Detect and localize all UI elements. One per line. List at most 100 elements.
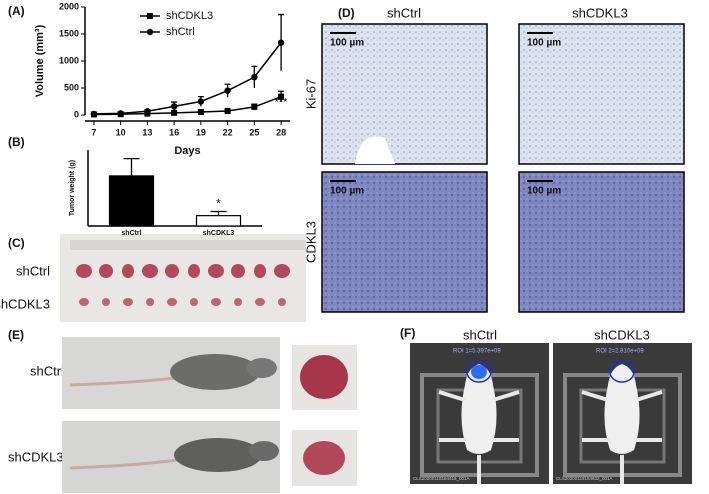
mouse-limbs <box>581 390 663 484</box>
ihc-image <box>518 171 685 313</box>
tumor <box>190 298 198 306</box>
tumor <box>167 298 177 306</box>
x-tick-label: 13 <box>142 127 152 137</box>
marker <box>117 110 124 117</box>
panel-label: (E) <box>8 328 24 342</box>
marker <box>278 93 285 100</box>
mouse-photo <box>62 337 280 493</box>
ihc-image <box>518 23 685 165</box>
tissue-gap <box>355 136 395 164</box>
bioluminescence: ROI 1=5.397e+09 CLS20200118164416_001A ROI… <box>410 343 692 484</box>
ihc-image <box>321 23 488 165</box>
signal <box>471 365 487 379</box>
scale-label: 100 µm <box>330 38 364 49</box>
y-axis-label: Tumor weight (g) <box>69 160 76 216</box>
image-id: CLS20200118164632_001A <box>556 476 612 481</box>
error-bar <box>210 210 227 216</box>
legend-label: shCDKL3 <box>166 10 213 22</box>
row-label: shCDKL3 <box>8 449 64 464</box>
tumor <box>231 264 245 278</box>
tumor <box>122 264 134 278</box>
tumor <box>254 264 266 278</box>
bar <box>195 215 242 227</box>
column-label: shCDKL3 <box>572 5 628 20</box>
series-line <box>93 95 282 116</box>
y-tick-label: 500 <box>64 82 79 92</box>
marker <box>224 107 231 114</box>
y-axis-label: Volume (mm³) <box>34 24 46 97</box>
scale-label: 100 µm <box>527 186 561 197</box>
tumor <box>146 298 154 306</box>
annotation: *** <box>275 97 289 109</box>
x-tick-label: 25 <box>249 127 259 137</box>
tumor <box>123 298 133 306</box>
roi-label: ROI 1=5.397e+09 <box>453 349 501 355</box>
x-tick-label: 10 <box>116 127 126 137</box>
panel-label: (B) <box>8 135 25 149</box>
scale-label: 100 µm <box>330 186 364 197</box>
image-id: CLS20200118164416_001A <box>413 476 469 481</box>
legend-marker <box>146 28 154 36</box>
y-tick-label: 1500 <box>59 28 79 38</box>
panel-label: (F) <box>400 326 415 340</box>
panel-label: (C) <box>8 236 25 250</box>
marker <box>251 103 258 110</box>
mouse <box>461 364 497 454</box>
y-tick-label: 1000 <box>59 55 79 65</box>
tumor <box>255 298 265 306</box>
marker <box>224 87 231 94</box>
row-label: Ki-67 <box>303 79 318 109</box>
x-tick-label: shCtrl <box>121 230 141 237</box>
ihc-image <box>321 171 488 313</box>
error-bar <box>123 157 140 176</box>
tumor <box>102 298 110 306</box>
legend-marker <box>147 13 153 19</box>
x-tick-label: 19 <box>196 127 206 137</box>
panel-label: (A) <box>8 4 25 18</box>
marker <box>144 108 151 115</box>
row-label: shCtrl <box>16 263 50 278</box>
row-label: shCDKL3 <box>0 296 50 311</box>
tumor <box>211 298 221 306</box>
x-axis-label: Days <box>174 145 200 157</box>
tumors <box>76 264 290 306</box>
marker <box>197 98 205 105</box>
x-tick-label: shCDKL3 <box>203 230 235 237</box>
marker <box>251 74 258 81</box>
mouse <box>604 364 640 454</box>
roi <box>466 361 492 383</box>
column-label: shCtrl <box>463 327 497 342</box>
column-label: shCDKL3 <box>594 327 650 342</box>
tumor <box>188 264 200 278</box>
tumor <box>165 264 179 278</box>
panel-label: (D) <box>338 6 355 20</box>
x-tick-label: 7 <box>91 127 96 137</box>
scale-label: 100 µm <box>527 38 561 49</box>
tumor <box>142 264 158 278</box>
tumor <box>76 264 92 278</box>
roi-label: ROI 2=2.810e+09 <box>596 349 644 355</box>
tumor <box>234 298 242 306</box>
marker <box>90 110 98 118</box>
tumor <box>208 264 224 278</box>
bar <box>108 175 155 227</box>
marker <box>171 109 178 116</box>
marker <box>277 39 285 46</box>
tumor-photo <box>292 345 357 486</box>
x-tick-label: 16 <box>169 127 179 137</box>
ruler <box>70 240 306 250</box>
roi <box>609 361 635 383</box>
x-tick-label: 28 <box>276 127 286 137</box>
tumor <box>99 264 113 278</box>
y-tick-label: 2000 <box>59 1 79 11</box>
ihc-images: 100 µm 100 µm 100 µm 100 µm <box>321 23 685 313</box>
tumor <box>274 264 290 278</box>
series-line <box>93 42 282 115</box>
mouse-limbs <box>438 390 520 484</box>
legend-label: shCtrl <box>166 26 195 38</box>
marker <box>197 109 204 116</box>
tumor <box>278 298 286 306</box>
column-label: shCtrl <box>387 5 421 20</box>
tumor <box>79 298 89 306</box>
